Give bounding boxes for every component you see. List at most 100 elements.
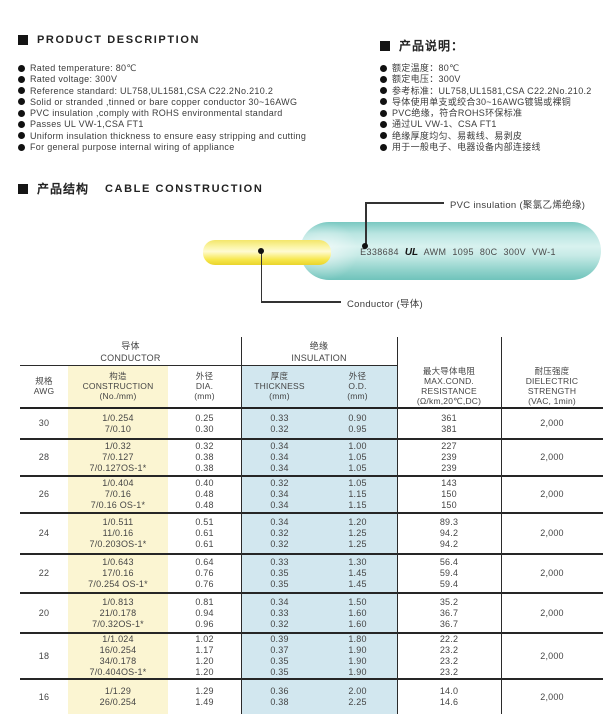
cell-resistance: 22.2 23.2 23.2 23.2 (439, 634, 459, 677)
cell-dielectric: 2,000 (540, 489, 564, 499)
list-item: Rated temperature: 80℃ (18, 63, 306, 74)
cell-construction: 1/0.404 7/0.16 7/0.16 OS-1* (90, 478, 146, 510)
callout-dot-icon (258, 248, 264, 254)
table-row: 28 1/0.32 7/0.127 7/0.127OS-1* 0.32 0.38… (20, 440, 603, 477)
cell-construction: 1/0.511 11/0.16 7/0.203OS-1* (89, 517, 147, 549)
bullet-icon (18, 120, 25, 128)
bullet-icon (18, 143, 25, 151)
list-item: 参考标准：UL758,UL1581,CSA C22.2No.210.2 (380, 86, 603, 97)
cell-thickness: 0.36 0.38 (270, 686, 289, 707)
specification-table: 导体 CONDUCTOR 绝缘 INSULATION 规格 AWG 构造 CON… (20, 337, 603, 714)
insulation-group-header: 绝缘 INSULATION (291, 341, 347, 363)
col-header-resistance: 最大导体电阻 MAX.COND. RESISTANCE (Ω/km,20℃,DC… (416, 366, 482, 406)
cell-construction: 1/0.643 17/0.16 7/0.254 OS-1* (88, 557, 148, 589)
cell-thickness: 0.33 0.35 0.35 (270, 557, 289, 589)
cell-od: 0.90 0.95 (348, 412, 367, 434)
cell-construction: 1/1.29 26/0.254 (99, 686, 137, 707)
bullet-icon (18, 109, 25, 117)
list-item: PVC insulation ,comply with ROHS environ… (18, 108, 306, 119)
section-marker-icon (18, 183, 28, 194)
cell-dielectric: 2,000 (540, 418, 564, 428)
product-description-cn-heading: 产品说明： (380, 37, 464, 54)
cell-dielectric: 2,000 (540, 452, 564, 462)
list-item: 通过UL VW-1、CSA FT1 (380, 119, 603, 130)
heading-label: 产品说明： (399, 39, 465, 53)
cell-resistance: 361 381 (441, 412, 457, 434)
table-header-row: 规格 AWG 构造 CONSTRUCTION (No./mm) 外径 DIA. … (20, 365, 603, 407)
cell-awg: 24 (38, 528, 50, 538)
group-header-underline (20, 365, 397, 366)
cable-construction-heading: 产品结构 CABLE CONSTRUCTION (18, 180, 263, 197)
cell-thickness: 0.34 0.32 0.32 (270, 517, 289, 549)
col-header-thickness: 厚度 THICKNESS (mm) (254, 371, 305, 401)
bullet-icon (380, 143, 387, 151)
section-marker-icon (18, 35, 28, 45)
ul-logo-icon: UL (404, 247, 419, 258)
cell-dia: 1.29 1.49 (195, 686, 214, 707)
cell-thickness: 0.34 0.33 0.32 (270, 596, 289, 629)
conductor-label: Conductor (导体) (347, 299, 423, 310)
table-row: 16 1/1.29 26/0.254 1.29 1.49 0.36 0.38 2… (20, 680, 603, 714)
callout-line (261, 301, 341, 303)
bullet-icon (380, 132, 387, 140)
cell-dielectric: 2,000 (540, 568, 564, 578)
cell-thickness: 0.34 0.34 0.34 (270, 441, 289, 473)
cable-diagram: E338684 UL AWM 1095 80C 300V VW-1 PVC in… (0, 195, 603, 472)
cell-resistance: 56.4 59.4 59.4 (439, 557, 459, 589)
callout-line (365, 202, 367, 245)
cell-construction: 1/1.024 16/0.254 34/0.178 7/0.404OS-1* (89, 634, 147, 677)
cell-dia: 0.40 0.48 0.48 (195, 478, 214, 510)
list-item: 额定电压：300V (380, 74, 603, 85)
list-item: 绝缘厚度均匀、易裁线、易剥皮 (380, 131, 603, 142)
cell-construction: 1/0.254 7/0.10 (102, 412, 134, 434)
col-header-construction: 构造 CONSTRUCTION (No./mm) (82, 371, 154, 401)
list-item: 导体使用单支或绞合30~16AWG镀锡或裸铜 (380, 97, 603, 108)
cable-rating-text: AWM 1095 80C 300V VW-1 (423, 247, 556, 257)
cell-awg: 28 (38, 452, 50, 462)
cell-resistance: 143 150 150 (441, 478, 457, 510)
cell-dielectric: 2,000 (540, 650, 564, 661)
col-header-awg: 规格 AWG (33, 376, 55, 396)
cable-print-text: E338684 UL AWM 1095 80C 300V VW-1 (322, 247, 594, 258)
cell-resistance: 14.0 14.6 (439, 686, 459, 707)
bullet-icon (18, 75, 25, 83)
list-item: Uniform insulation thickness to ensure e… (18, 131, 306, 142)
cell-od: 1.05 1.15 1.15 (348, 478, 367, 510)
pvc-insulation-label: PVC insulation (聚氯乙烯绝缘) (450, 200, 586, 211)
bullet-icon (18, 98, 25, 106)
cell-dia: 0.81 0.94 0.96 (195, 596, 214, 629)
col-header-dielectric: 耐压强度 DIELECTRIC STRENGTH (VAC, 1min) (525, 366, 579, 406)
table-row: 26 1/0.404 7/0.16 7/0.16 OS-1* 0.40 0.48… (20, 477, 603, 514)
cell-dielectric: 2,000 (540, 528, 564, 538)
cell-od: 1.30 1.45 1.45 (348, 557, 367, 589)
cell-dielectric: 2,000 (540, 607, 564, 618)
list-item: Reference standard: UL758,UL1581,CSA C22… (18, 86, 306, 97)
heading-label: PRODUCT DESCRIPTION (37, 34, 201, 46)
bullet-icon (380, 64, 387, 72)
cell-awg: 22 (38, 568, 50, 578)
cell-construction: 1/0.32 7/0.127 7/0.127OS-1* (89, 441, 147, 473)
cell-dia: 0.32 0.38 0.38 (195, 441, 214, 473)
cell-awg: 18 (38, 650, 50, 661)
cell-awg: 26 (38, 489, 50, 499)
cell-od: 1.00 1.05 1.05 (348, 441, 367, 473)
cell-construction: 1/0.813 21/0.178 7/0.32OS-1* (92, 596, 144, 629)
column-divider (397, 337, 398, 714)
list-item: 用于一般电子、电器设备内部连接线 (380, 142, 603, 153)
table-body: 30 1/0.254 7/0.10 0.25 0.30 0.33 0.32 0.… (20, 407, 603, 714)
bullet-icon (380, 109, 387, 117)
column-divider (241, 337, 242, 714)
cell-awg: 30 (38, 418, 50, 428)
cell-thickness: 0.33 0.32 (270, 412, 289, 434)
product-description-cn-list: 额定温度：80℃ 额定电压：300V 参考标准：UL758,UL1581,CSA… (380, 63, 603, 153)
bullet-icon (18, 132, 25, 140)
callout-line (365, 202, 444, 204)
product-description-list: Rated temperature: 80℃ Rated voltage: 30… (18, 63, 306, 153)
heading-label-en: CABLE CONSTRUCTION (105, 182, 264, 195)
cell-resistance: 89.3 94.2 94.2 (439, 517, 459, 549)
table-row: 22 1/0.643 17/0.16 7/0.254 OS-1* 0.64 0.… (20, 555, 603, 594)
cable-jacket (300, 222, 601, 280)
table-row: 24 1/0.511 11/0.16 7/0.203OS-1* 0.51 0.6… (20, 514, 603, 555)
cell-awg: 20 (38, 607, 50, 618)
list-item: Rated voltage: 300V (18, 74, 306, 85)
